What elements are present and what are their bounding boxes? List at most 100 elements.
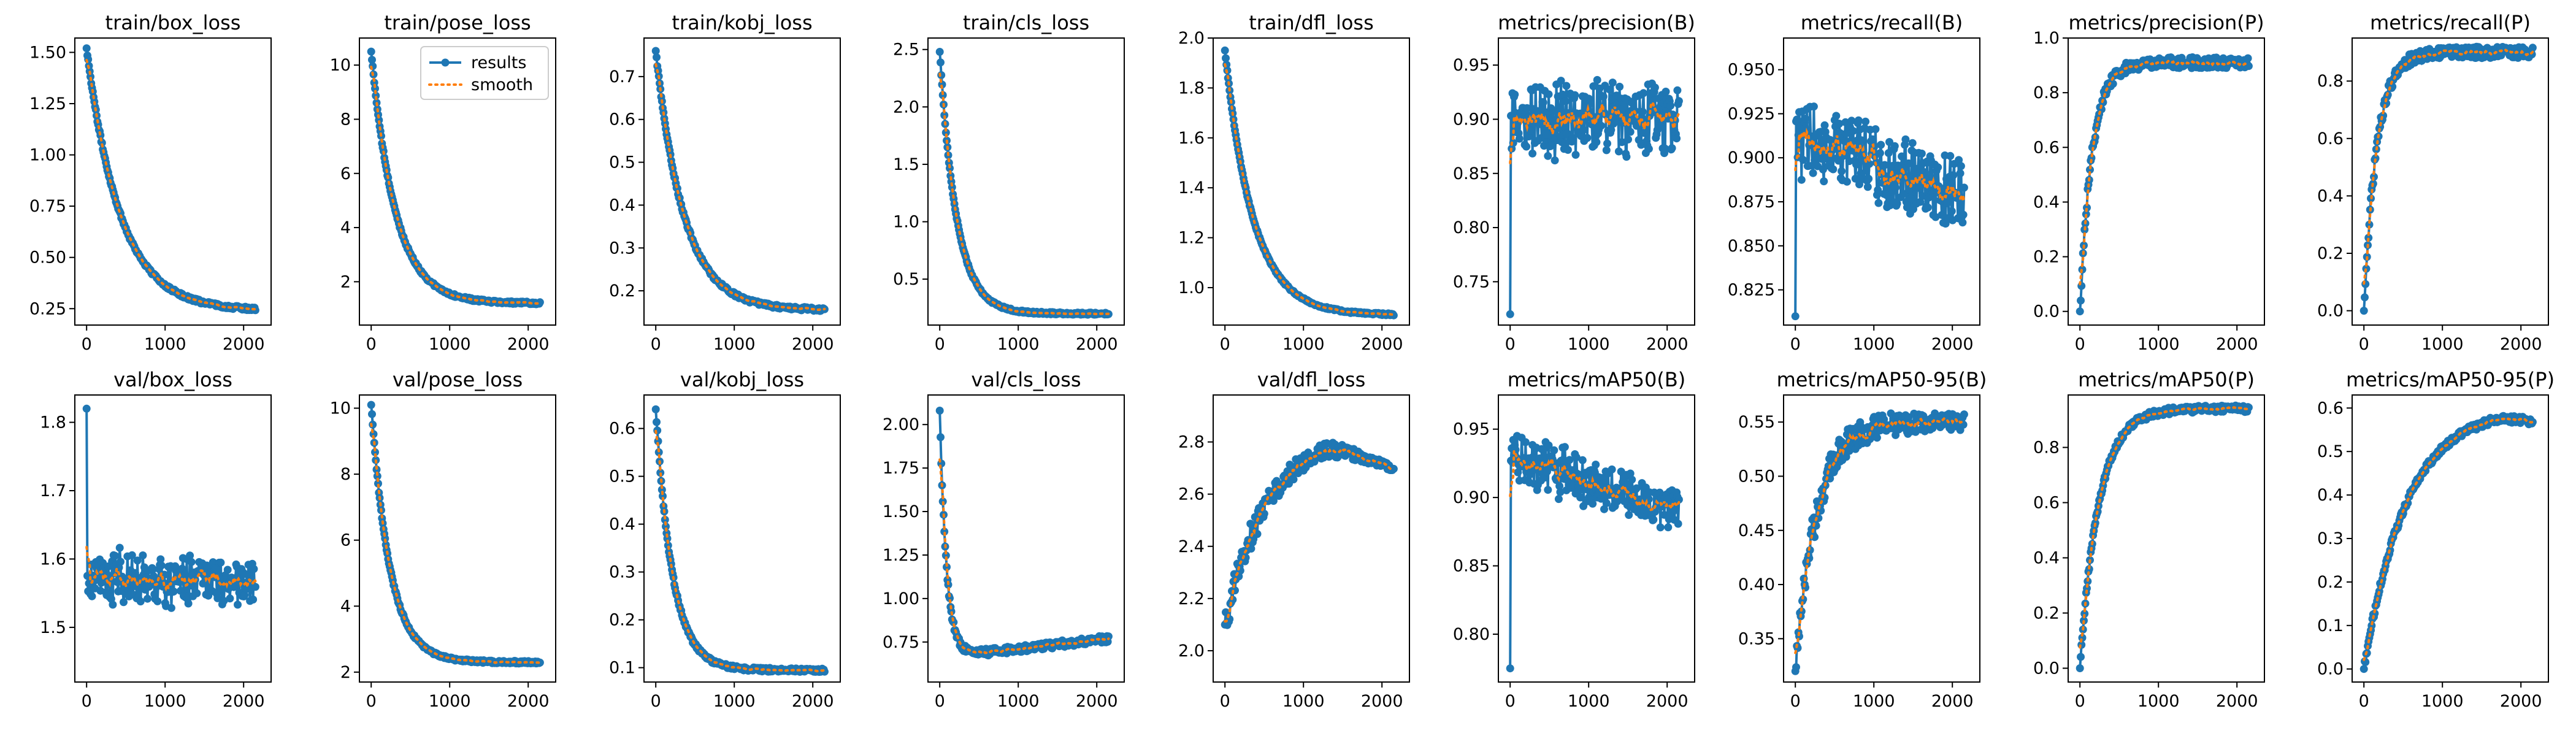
y-tick-label: 0.50 [1738,467,1775,486]
results-point [1626,128,1635,136]
axes-frame [1783,394,1980,683]
series-group [1791,409,1968,675]
x-tick-label: 1000 [1853,692,1895,711]
series-group [1791,102,1968,321]
results-point [1809,169,1817,177]
x-tick-label: 0 [1220,692,1230,711]
chart-panel: train/dfl_loss 0 1000 2000 1.0 1.2 1.4 1.6 1.8 2.… [1178,11,1410,354]
results-point [251,583,259,591]
legend: results smooth [420,46,549,100]
results-point [1852,160,1860,169]
results-point [1865,175,1873,183]
results-point [187,558,196,566]
results-point [2083,204,2091,212]
y-tick-label: 6 [340,531,351,550]
x-tick-label: 2000 [2216,335,2258,354]
results-point [1793,115,1801,124]
results-point [1801,115,1809,123]
results-point [938,91,947,99]
y-tick-label: 0.900 [1728,148,1775,167]
y-tick-label: 8 [340,110,351,129]
y-tick-label: 0.2 [2033,248,2060,267]
y-tick-label: 0.8 [2033,439,2060,458]
results-point [1959,210,1968,219]
results-point [1799,156,1807,164]
y-tick-label: 0.3 [2317,529,2344,548]
results-point [2076,307,2084,316]
results-point [1608,465,1616,473]
legend-results-marker [441,58,450,67]
results-point [234,600,242,609]
results-point [1673,134,1681,143]
x-tick-label: 0 [2359,692,2369,711]
y-tick-label: 2.00 [883,415,919,434]
results-point [368,56,376,64]
results-point [1589,499,1597,508]
results-markers [1506,432,1683,673]
y-tick-label: 0.6 [2317,129,2344,148]
results-point [1890,142,1899,150]
results-point [1674,97,1683,105]
results-point [1542,131,1551,139]
smooth-line [1224,63,1395,316]
results-line [1224,50,1395,318]
y-tick-label: 0.2 [2317,244,2344,263]
results-point [1289,475,1298,484]
x-tick-label: 1000 [2137,692,2180,711]
results-point [1820,177,1828,186]
results-point [371,84,379,93]
results-point [1583,134,1592,142]
results-point [1960,410,1968,419]
x-tick-label: 1000 [144,335,186,354]
results-point [1655,122,1664,131]
results-point [157,561,166,570]
y-tick-label: 0.6 [2033,494,2060,513]
y-tick-label: 1.0 [1178,278,1205,297]
results-point [1957,162,1965,171]
results-line [654,50,826,313]
results-point [1893,199,1901,208]
chart-panel: train/kobj_loss 0 1000 2000 0.2 0.3 0.4 0.5 0.6 0… [609,11,841,354]
results-point [1104,632,1113,641]
y-tick-label: 0.5 [609,467,635,486]
smooth-line [2363,416,2534,661]
smooth-line [2079,406,2250,649]
results-point [1616,82,1624,91]
results-point [1649,515,1658,524]
smooth-line [85,546,257,593]
axes-frame [2068,394,2265,683]
panel-title: val/cls_loss [971,368,1081,391]
y-tick-label: 0.90 [1453,488,1490,507]
results-point [370,79,378,87]
results-point [935,48,944,56]
y-tick-label: 0.75 [29,197,66,216]
series-group [651,405,829,677]
results-point [2244,403,2253,412]
panel-title: metrics/mAP50(B) [1508,368,1686,391]
results-point [937,58,945,67]
results-point [111,551,120,560]
results-point [946,172,955,180]
results-point [1544,441,1553,450]
results-point [1871,125,1880,134]
y-tick-label: 10 [330,56,351,75]
chart-panel: metrics/recall(P) 0 1000 2000 0.0 0.2 0.4 0.6 0.… [2317,11,2549,354]
results-point [1560,443,1569,451]
y-tick-label: 0.1 [609,659,635,678]
results-point [153,597,162,605]
results-point [1625,511,1633,519]
x-tick-label: 2000 [1361,692,1403,711]
x-tick-label: 1000 [1282,692,1325,711]
results-point [1526,126,1535,135]
panel-title: val/kobj_loss [680,368,804,391]
y-tick-label: 2.2 [1178,589,1205,608]
results-markers [1791,102,1968,321]
y-tick-label: 0.3 [609,239,635,258]
y-tick-label: 0.3 [609,563,635,582]
panel-title: metrics/mAP50(P) [2078,368,2255,391]
results-point [1229,596,1237,604]
results-point [1521,438,1530,447]
x-tick-label: 0 [2075,335,2085,354]
results-point [1955,156,1963,164]
chart-panel: train/cls_loss 0 1000 2000 0.5 1.0 1.5 2.0 2.5 [893,11,1125,354]
